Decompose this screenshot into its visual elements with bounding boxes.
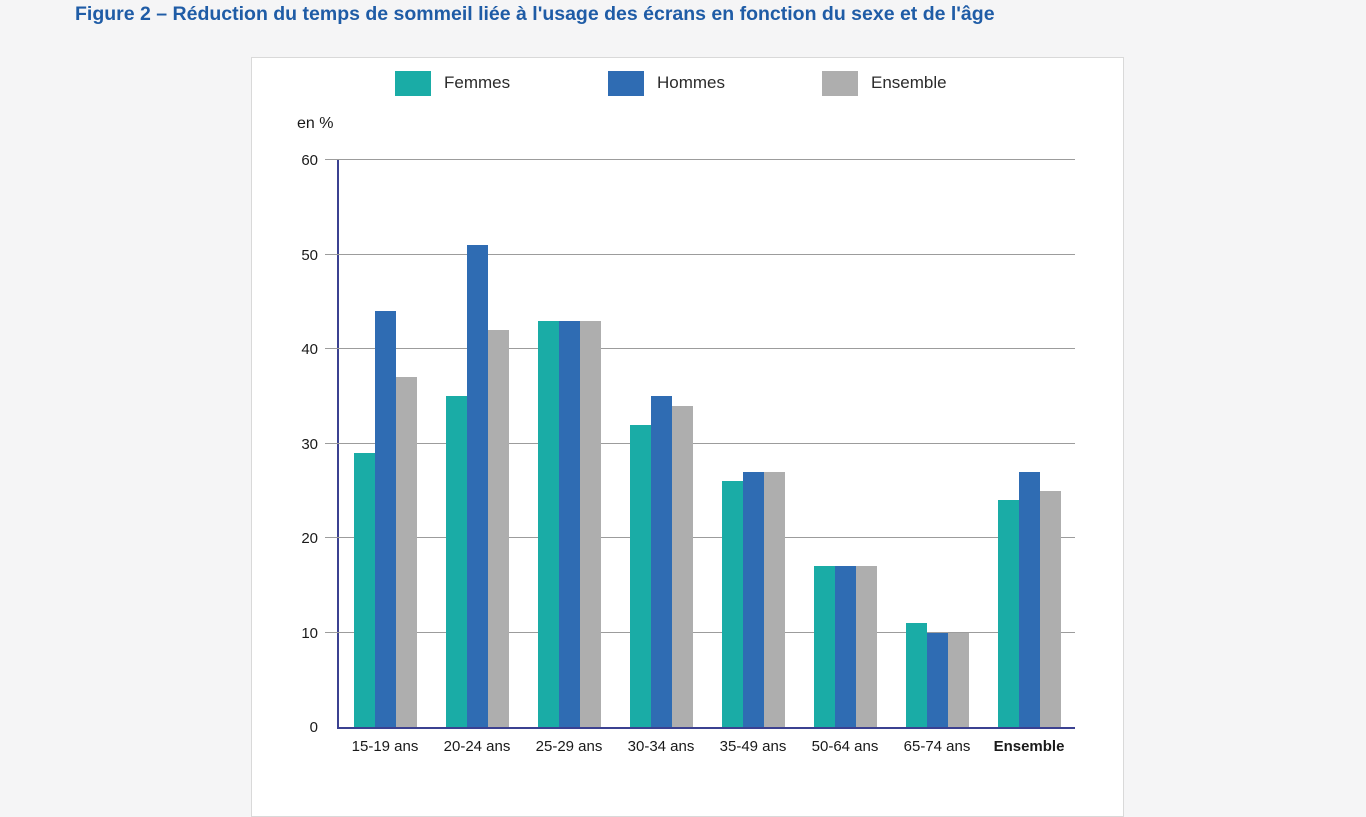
y-axis-tick-label-10: 10 bbox=[301, 624, 318, 642]
legend-label-ensemble: Ensemble bbox=[871, 73, 947, 92]
x-axis-label-35-49-ans: 35-49 ans bbox=[719, 738, 787, 755]
bar-hommes-15-19-ans bbox=[374, 311, 396, 727]
y-axis-tick-60 bbox=[325, 159, 339, 160]
bar-group-50-64-ans bbox=[799, 160, 891, 727]
gridline-30 bbox=[339, 442, 1075, 444]
bar-hommes-35-49-ans bbox=[742, 471, 764, 727]
bar-ensemble-65-74-ans bbox=[947, 632, 969, 727]
y-axis-tick-label-40: 40 bbox=[301, 341, 318, 359]
bar-hommes-65-74-ans bbox=[926, 632, 948, 727]
y-axis-tick-label-50: 50 bbox=[301, 246, 318, 264]
x-axis-label-15-19-ans: 15-19 ans bbox=[351, 738, 419, 755]
bar-group-65-74-ans bbox=[891, 160, 983, 727]
bar-group-15-19-ans bbox=[339, 160, 431, 727]
legend-swatch-hommes bbox=[608, 70, 644, 96]
bar-hommes-20-24-ans bbox=[466, 245, 488, 727]
legend-swatch-ensemble bbox=[822, 70, 858, 96]
plot-area: 15-19 ans 20-24 ans 25-29 ans 30-34 ans 35-4… bbox=[301, 152, 1075, 755]
bar-ensemble-ensemble bbox=[1039, 490, 1061, 727]
bar-hommes-50-64-ans bbox=[834, 566, 856, 727]
bar-group-35-49-ans bbox=[707, 160, 799, 727]
y-axis-tick-20 bbox=[325, 537, 339, 538]
y-axis-tick-label-60: 60 bbox=[301, 152, 318, 169]
bar-hommes-25-29-ans bbox=[558, 320, 580, 727]
legend-label-hommes: Hommes bbox=[657, 73, 726, 92]
page: { "figure": { "title": "Figure 2 – Réduc… bbox=[75, 3, 1124, 817]
bar-femmes-65-74-ans bbox=[905, 623, 927, 727]
bar-femmes-35-49-ans bbox=[721, 481, 743, 727]
y-axis-tick-label-0: 0 bbox=[309, 719, 318, 736]
gridline-60 bbox=[339, 159, 1075, 160]
bar-femmes-30-34-ans bbox=[629, 424, 651, 727]
x-axis-label-65-74-ans: 65-74 ans bbox=[903, 738, 971, 755]
x-axis-label-30-34-ans: 30-34 ans bbox=[627, 738, 695, 755]
bars-layer bbox=[339, 160, 1075, 727]
bar-group-20-24-ans bbox=[431, 160, 523, 727]
bar-group-ensemble bbox=[983, 160, 1075, 727]
x-axis-label-25-29-ans: 25-29 ans bbox=[535, 738, 603, 755]
y-axis-unit-label: en % bbox=[297, 115, 334, 132]
bar-femmes-20-24-ans bbox=[445, 396, 467, 727]
bar-hommes-ensemble bbox=[1018, 471, 1040, 727]
y-axis-tick-30 bbox=[325, 442, 339, 444]
bar-femmes-25-29-ans bbox=[537, 320, 559, 727]
y-axis-tick-label-30: 30 bbox=[301, 435, 318, 453]
legend-item-femmes: Femmes bbox=[395, 70, 510, 96]
bar-femmes-ensemble bbox=[997, 500, 1019, 727]
bar-ensemble-50-64-ans bbox=[855, 566, 877, 727]
bar-hommes-30-34-ans bbox=[650, 396, 672, 727]
bar-ensemble-30-34-ans bbox=[671, 405, 693, 727]
bar-ensemble-25-29-ans bbox=[579, 320, 601, 727]
bar-femmes-15-19-ans bbox=[353, 452, 375, 727]
bar-femmes-50-64-ans bbox=[813, 566, 835, 727]
x-axis-labels: 15-19 ans 20-24 ans 25-29 ans 30-34 ans 35-4… bbox=[339, 738, 1075, 755]
legend-item-hommes: Hommes bbox=[608, 70, 725, 96]
bar-ensemble-20-24-ans bbox=[487, 330, 509, 727]
figure-title: Figure 2 – Réduction du temps de sommeil… bbox=[75, 3, 995, 25]
bar-ensemble-15-19-ans bbox=[395, 377, 417, 727]
gridline-20 bbox=[339, 537, 1075, 538]
y-axis-tick-10 bbox=[325, 631, 339, 633]
bar-ensemble-35-49-ans bbox=[763, 471, 785, 727]
bar-group-25-29-ans bbox=[523, 160, 615, 727]
x-axis-label-20-24-ans: 20-24 ans bbox=[443, 738, 511, 755]
y-axis-tick-40 bbox=[325, 348, 339, 349]
y-axis-tick-50 bbox=[325, 253, 339, 255]
x-axis-label-ensemble: Ensemble bbox=[993, 738, 1065, 755]
y-axis-tick-label-20: 20 bbox=[301, 530, 318, 548]
gridline-40 bbox=[339, 348, 1075, 349]
bar-group-30-34-ans bbox=[615, 160, 707, 727]
x-axis-label-50-64-ans: 50-64 ans bbox=[811, 738, 879, 755]
gridline-10 bbox=[339, 631, 1075, 633]
chart-panel: Femmes Hommes Ensemble en % 15-19 ans 20-24… bbox=[251, 57, 1124, 817]
gridline-50 bbox=[339, 253, 1075, 255]
legend-item-ensemble: Ensemble bbox=[822, 70, 947, 96]
legend-label-femmes: Femmes bbox=[444, 73, 511, 92]
legend-swatch-femmes bbox=[395, 70, 431, 96]
